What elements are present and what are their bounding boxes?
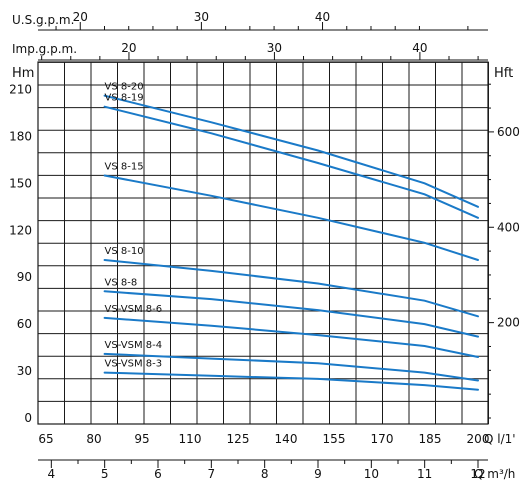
m3h-tick-label: 4: [48, 467, 56, 481]
impgpm-tick-label: 20: [121, 41, 136, 55]
hft-axis-label: Hft: [494, 66, 513, 81]
usgpm-tick-label: 40: [315, 10, 330, 24]
hm-axis-label: Hm: [12, 66, 34, 81]
usgpm-tick-label: 30: [194, 10, 209, 24]
impgpm-tick-label: 40: [412, 41, 427, 55]
series-line-vs-8-19: [103, 105, 479, 219]
x-tick-label: 125: [227, 432, 250, 446]
plot-frame: [37, 61, 489, 425]
m3h-tick-label: 11: [417, 467, 432, 481]
series-line-vs-8-20: [103, 94, 479, 208]
x-tick-label: 200: [467, 432, 490, 446]
hft-tick-label: 200: [497, 316, 520, 330]
x-tick-label: 65: [38, 432, 53, 446]
series-line-vs-8-8: [103, 290, 479, 338]
series-label-vs-vsm-8-3: VS-VSM 8-3: [105, 359, 163, 370]
usgpm-axis-label: U.S.g.p.m.: [12, 13, 74, 27]
grid: [37, 61, 489, 425]
m3h-tick-label: 7: [208, 467, 216, 481]
y-tick-label: 0: [24, 411, 32, 425]
x-tick-label: 110: [179, 432, 202, 446]
series-lines: [103, 94, 479, 391]
x-tick-label: 155: [323, 432, 346, 446]
y-tick-label: 210: [9, 82, 32, 96]
series-line-vs-vsm-8-6: [103, 316, 479, 358]
hft-tick-label: 600: [497, 125, 520, 139]
q-m3h-axis-label: Q m³/h: [474, 467, 515, 481]
y-tick-label: 150: [9, 176, 32, 190]
hft-tick-label: 400: [497, 220, 520, 234]
q-lmin-axis-label: Q l/1': [484, 432, 516, 446]
series-label-vs-8-8: VS 8-8: [105, 277, 138, 288]
x-tick-label: 95: [134, 432, 149, 446]
m3h-tick-label: 6: [154, 467, 162, 481]
series-label-vs-8-20: VS 8-20: [105, 82, 144, 93]
m3h-tick-label: 9: [314, 467, 322, 481]
y-tick-label: 30: [17, 364, 32, 378]
series-label-vs-vsm-8-4: VS-VSM 8-4: [105, 340, 163, 351]
series-label-vs-8-19: VS 8-19: [105, 93, 144, 104]
x-tick-label: 140: [275, 432, 298, 446]
series-line-vs-vsm-8-3: [103, 371, 479, 391]
x-tick-label: 170: [371, 432, 394, 446]
impgpm-tick-label: 30: [267, 41, 282, 55]
m3h-tick-label: 12: [470, 467, 485, 481]
series-label-vs-8-10: VS 8-10: [105, 246, 144, 257]
y-tick-label: 120: [9, 223, 32, 237]
series-label-vs-vsm-8-6: VS-VSM 8-6: [105, 304, 163, 315]
series-label-vs-8-15: VS 8-15: [105, 162, 144, 173]
impgpm-axis-label: Imp.g.p.m.: [12, 42, 77, 56]
y-tick-label: 60: [17, 317, 32, 331]
y-tick-label: 180: [9, 129, 32, 143]
m3h-tick-label: 8: [261, 467, 269, 481]
series-line-vs-vsm-8-4: [103, 352, 479, 382]
usgpm-tick-label: 20: [73, 10, 88, 24]
series-line-vs-8-10: [103, 259, 479, 318]
x-tick-label: 185: [419, 432, 442, 446]
m3h-tick-label: 10: [364, 467, 379, 481]
x-tick-label: 80: [86, 432, 101, 446]
series-line-vs-8-15: [103, 174, 479, 261]
y-tick-label: 90: [17, 270, 32, 284]
m3h-tick-label: 5: [101, 467, 109, 481]
